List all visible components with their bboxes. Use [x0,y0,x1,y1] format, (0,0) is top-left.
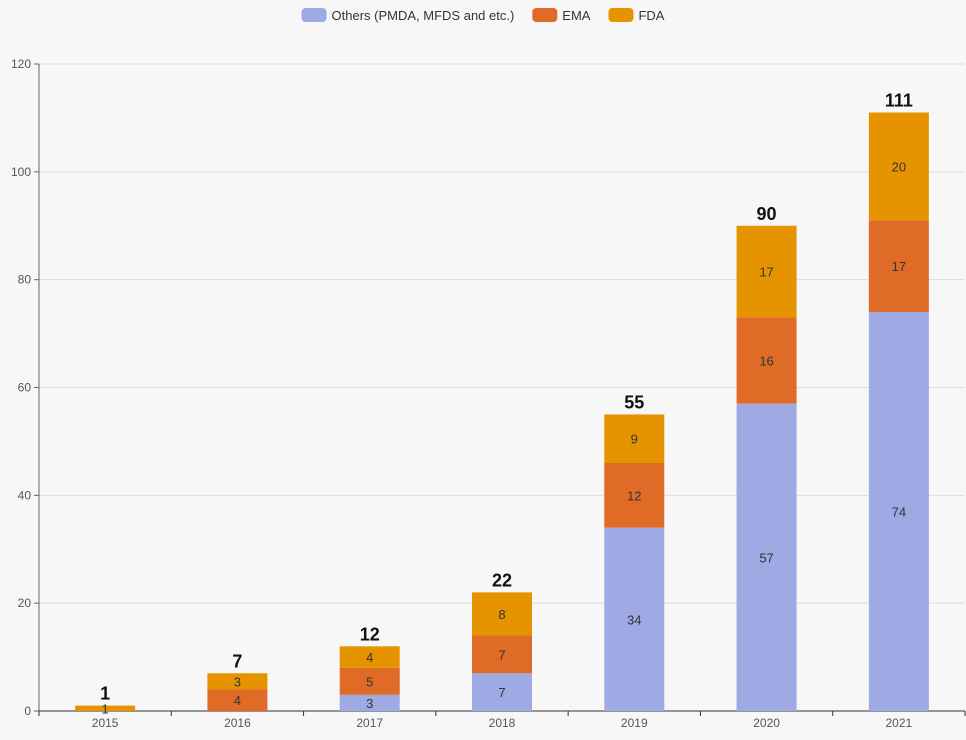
bars [75,112,929,711]
bar-segment [472,592,532,636]
y-tick-label: 100 [11,165,31,179]
total-label: 7 [232,651,242,671]
x-tick-label: 2018 [489,716,516,730]
bar-segment [75,705,136,711]
segment-label: 34 [627,612,641,627]
bar-segment [868,220,929,313]
legend-swatch [608,8,634,22]
bar-segment [736,403,797,711]
segment-label: 7 [498,647,505,662]
segment-label: 20 [892,159,906,174]
bar-segment [207,673,268,690]
y-tick-label: 20 [18,596,32,610]
segment-label: 4 [234,693,241,708]
x-tick-label: 2020 [753,716,780,730]
bar-segment [604,462,665,528]
segment-label: 12 [627,488,641,503]
y-tick-label: 80 [18,273,32,287]
legend-label: EMA [562,8,591,23]
total-label: 22 [492,570,512,590]
y-tick-label: 40 [18,488,32,502]
y-axis: 0 20 40 60 80 100 120 [11,57,40,718]
segment-label: 17 [759,265,773,280]
segment-label: 74 [892,505,906,520]
x-tick-label: 2019 [621,716,648,730]
legend-swatch [301,8,327,22]
total-label: 90 [757,204,777,224]
segment-label: 3 [234,674,241,689]
segment-label: 8 [498,607,505,622]
segment-label: 5 [366,674,373,689]
y-tick-label: 60 [18,381,32,395]
segment-label: 9 [631,432,638,447]
grid-lines [39,63,965,604]
x-axis: 2015 2016 2017 2018 2019 2020 2021 [38,710,966,730]
segment-label: 17 [892,259,906,274]
bar-segment [472,673,532,711]
segment-label: 4 [366,650,373,665]
legend-swatch [532,8,558,22]
x-tick-label: 2017 [356,716,383,730]
x-tick-label: 2015 [92,716,119,730]
bar-segment [868,312,929,711]
total-label: 1 [100,684,110,704]
y-tick-label: 120 [11,57,31,71]
total-label: 12 [360,624,380,644]
bar-segment [604,414,665,463]
segment-label: 7 [498,685,505,700]
segment-label: 57 [759,550,773,565]
total-label: 111 [885,91,913,111]
total-label: 55 [624,392,644,412]
bar-segment [472,635,532,674]
bar-segment [207,689,268,711]
x-tick-label: 2016 [224,716,251,730]
chart-legend: Others (PMDA, MFDS and etc.) EMA FDA [301,8,665,23]
legend-label: FDA [638,8,664,23]
bar-segment [736,225,797,318]
bar-segment [339,694,400,711]
segment-label: 16 [759,354,773,369]
bar-segment [339,646,400,668]
bar-segment [868,112,929,221]
y-tick-label: 0 [24,704,31,718]
segment-label: 3 [366,696,373,711]
segment-label: 1 [102,701,109,716]
bar-segment [736,317,797,404]
legend-label: Others (PMDA, MFDS and etc.) [332,8,515,23]
bar-segment [339,667,400,695]
x-tick-label: 2021 [886,716,913,730]
bar-segment [604,527,665,711]
data-labels: 11 4 3 7 3 5 4 12 7 7 8 22 34 12 9 55 57 16 17 90 74 17 20 111 [100,91,913,717]
